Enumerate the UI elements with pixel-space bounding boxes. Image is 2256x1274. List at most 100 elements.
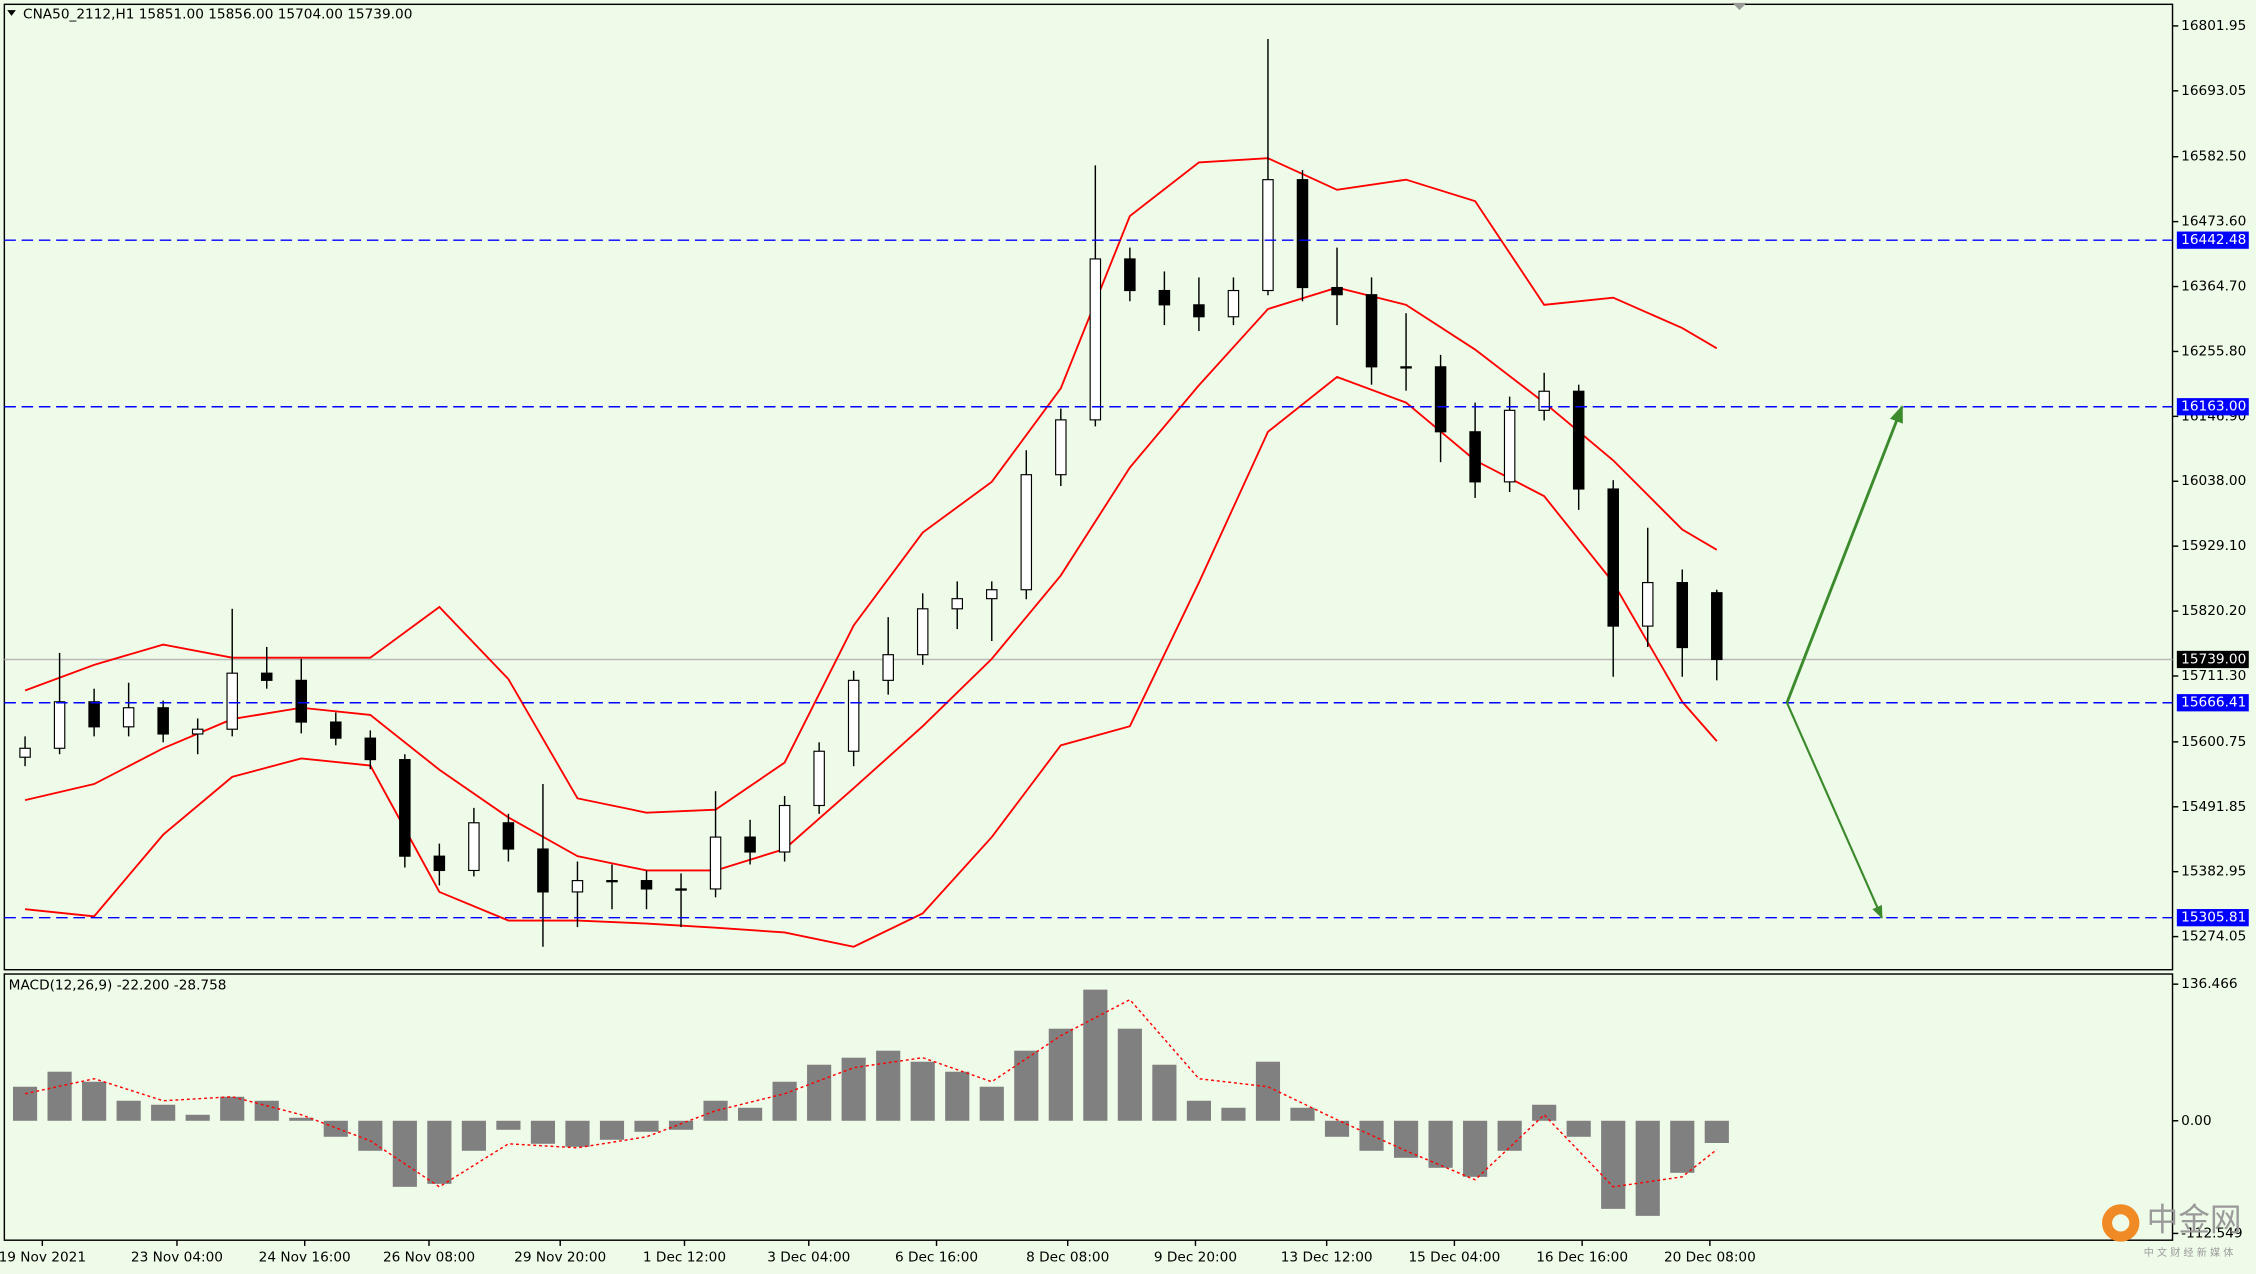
candle-body [330,721,342,739]
macd-bar [772,1081,797,1121]
candle-body [1020,474,1033,591]
candle-body [709,836,722,890]
candle-body [537,848,549,893]
macd-bar [1566,1120,1591,1137]
candle-body [1538,390,1550,411]
plot-area: 16801.95 16693.05 16582.50 16473.60 16364.70… [0,18,2249,1265]
candle-body [295,679,308,723]
macd-bar [254,1100,279,1121]
candle-body [571,880,584,893]
macd-bar [1014,1050,1039,1121]
x-tick-label: 20 Dec 08:00 [1664,1249,1756,1265]
x-tick-label: 3 Dec 04:00 [767,1249,850,1265]
macd-bar [876,1050,901,1121]
level-label: 16163.00 [2181,399,2246,415]
bollinger-band [24,286,1718,872]
macd-bar [1428,1120,1453,1168]
last-price-box [2176,650,2249,669]
x-tick-label: 8 Dec 08:00 [1026,1249,1109,1265]
macd-bar [392,1120,417,1187]
candle-body [1503,409,1516,483]
macd-bar [289,1117,314,1121]
macd-panel [3,973,2174,1241]
macd-bar [599,1120,625,1140]
y-tick-label: 15600.75 [2181,734,2246,750]
x-tick-label: 26 Nov 08:00 [383,1249,475,1265]
y-tick-label: 16255.80 [2181,343,2246,359]
macd-bar [1704,1120,1729,1143]
x-tick-label: 16 Dec 16:00 [1536,1249,1628,1265]
y-tick-label: 15711.30 [2181,668,2246,684]
y-tick-label: 16582.50 [2181,149,2246,165]
macd-bar [634,1120,659,1132]
candle-body [640,880,653,890]
y-tick-label: 15820.20 [2181,603,2246,619]
candle-body [260,672,273,681]
y-tick-label: 16364.70 [2181,279,2246,295]
macd-bar [1635,1120,1660,1216]
macd-bar [1601,1120,1626,1209]
candle-body [744,836,756,853]
macd-bar [703,1100,728,1121]
candle-body [157,707,169,735]
y-tick-label: 16801.95 [2181,18,2246,34]
candle-body [1124,258,1136,292]
macd-bar [807,1064,832,1121]
macd-bar [1186,1100,1211,1121]
candle-body [1676,582,1689,649]
macd-bar [323,1120,348,1137]
candle-body [1331,286,1343,296]
candle-body [1711,592,1723,661]
candle-body [1400,366,1412,369]
candle-body [675,888,687,891]
level-box [2176,231,2249,249]
x-tick-label: 9 Dec 20:00 [1154,1249,1237,1265]
level-box [2176,398,2249,416]
candle-body [1262,179,1274,292]
macd-bar [565,1120,590,1147]
macd-bar [1152,1064,1177,1121]
target-arrow [1785,702,1883,919]
watermark: 中金网 [2147,1202,2242,1238]
x-tick-label: 13 Dec 12:00 [1281,1249,1373,1265]
bollinger-band [24,157,1718,814]
candle-body [122,707,135,728]
macd-bar [151,1104,176,1121]
macd-bar [738,1107,763,1121]
candle-body [1296,179,1309,289]
candle-body [778,804,791,853]
y-tick-label: 16038.00 [2181,473,2246,489]
watermark-tagline: 中 文 财 经 新 媒 体 [2144,1246,2234,1259]
candle-body [468,822,480,872]
macd-bar [1221,1107,1246,1121]
header: CNA50_2112,H1 15851.00 15856.00 15704.00… [23,6,412,22]
y-tick-label: -112.549 [2181,1225,2242,1241]
signal-line [24,998,1718,1188]
macd-bar [1290,1107,1315,1121]
candle-body [916,608,929,656]
candle-body [1193,304,1205,318]
macd-bar [116,1100,141,1121]
macd-bar [461,1120,486,1151]
candle-body [1055,419,1067,476]
candle-body [1572,390,1585,490]
level-label: 15666.41 [2181,695,2246,711]
macd-bar [1255,1061,1281,1121]
macd-bar [1393,1120,1419,1158]
level-label: 16442.48 [2181,232,2246,248]
candle-body [986,589,998,600]
y-tick-label: 16473.60 [2181,214,2246,230]
macd-bar [668,1120,694,1130]
candle-body [226,672,238,730]
menu-triangle [7,10,16,16]
target-arrow [1785,405,1904,704]
macd-bar [1048,1028,1073,1121]
x-tick-label: 23 Nov 04:00 [131,1249,223,1265]
candle-body [88,701,100,728]
y-tick-label: 15382.95 [2181,864,2246,880]
macd-bar [979,1086,1004,1121]
level-label: 15305.81 [2181,910,2246,926]
